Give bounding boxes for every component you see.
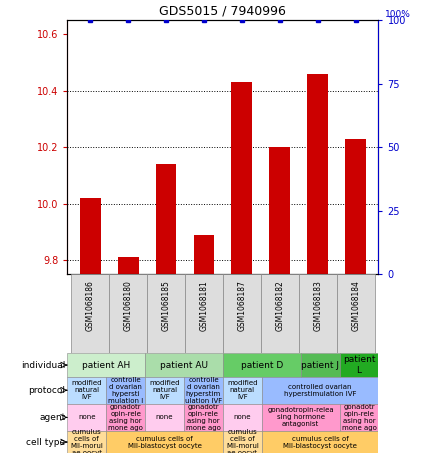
Bar [71,274,109,353]
Text: none: none [233,414,250,420]
Text: patient AH: patient AH [82,361,130,370]
Text: patient J: patient J [300,361,339,370]
Bar [109,274,147,353]
Bar [145,377,184,404]
Bar [184,404,223,431]
Bar [260,274,298,353]
Text: controlle
d ovarian
hyperstim
ulation IVF: controlle d ovarian hyperstim ulation IV… [184,377,222,404]
Bar [300,353,339,377]
Text: modified
natural
IVF: modified natural IVF [227,380,257,400]
Text: cumulus cells of
MII-blastocyst oocyte: cumulus cells of MII-blastocyst oocyte [128,435,201,448]
Text: individual: individual [21,361,66,370]
Text: GSM1068181: GSM1068181 [199,280,208,331]
Bar [147,274,184,353]
Bar [118,257,138,274]
Text: cumulus cells of
MII-blastocyst oocyte: cumulus cells of MII-blastocyst oocyte [283,435,356,448]
Bar [155,164,176,274]
Text: protocol: protocol [28,386,66,395]
Text: GSM1068180: GSM1068180 [123,280,132,331]
Bar [67,404,106,431]
Bar [261,431,378,453]
Text: patient
L: patient L [342,355,375,375]
Text: agent: agent [39,413,66,422]
Bar [339,353,378,377]
Text: GSM1068187: GSM1068187 [237,280,246,331]
Bar [269,147,289,274]
Bar [222,353,300,377]
Text: gonadotr
opin-rele
asing hor
mone ago: gonadotr opin-rele asing hor mone ago [341,404,375,431]
Bar [336,274,374,353]
Bar [298,274,336,353]
Bar [184,377,223,404]
Text: gonadotropin-relea
sing hormone
antagonist: gonadotropin-relea sing hormone antagoni… [267,407,333,427]
Text: none: none [78,414,95,420]
Bar [67,431,106,453]
Bar [222,431,261,453]
Text: 100%: 100% [384,10,410,19]
Text: gonadotr
opin-rele
asing hor
mone ago: gonadotr opin-rele asing hor mone ago [186,404,220,431]
Text: controlle
d ovarian
hypersti
mulation I: controlle d ovarian hypersti mulation I [108,377,143,404]
Bar [67,353,145,377]
Text: gonadotr
opin-rele
asing hor
mone ago: gonadotr opin-rele asing hor mone ago [108,404,143,431]
Bar [261,404,339,431]
Text: modified
natural
IVF: modified natural IVF [72,380,102,400]
Bar [67,377,106,404]
Bar [193,235,214,274]
Title: GDS5015 / 7940996: GDS5015 / 7940996 [159,5,286,18]
Bar [231,82,252,274]
Bar [106,404,145,431]
Bar [345,139,365,274]
Bar [222,377,261,404]
Bar [79,198,100,274]
Bar [145,404,184,431]
Text: modified
natural
IVF: modified natural IVF [149,380,179,400]
Text: controlled ovarian
hyperstimulation IVF: controlled ovarian hyperstimulation IVF [283,384,355,397]
Text: patient AU: patient AU [160,361,207,370]
Text: none: none [155,414,173,420]
Bar [222,274,260,353]
Bar [145,353,222,377]
Text: GSM1068186: GSM1068186 [85,280,95,331]
Text: GSM1068185: GSM1068185 [161,280,170,331]
Text: cumulus
cells of
MII-morul
ae oocyt: cumulus cells of MII-morul ae oocyt [70,429,103,453]
Text: GSM1068183: GSM1068183 [312,280,322,331]
Bar [339,404,378,431]
Text: cell type: cell type [26,438,66,447]
Text: cumulus
cells of
MII-morul
ae oocyt: cumulus cells of MII-morul ae oocyt [225,429,258,453]
Bar [184,274,223,353]
Bar [261,377,378,404]
Bar [222,404,261,431]
Text: GSM1068184: GSM1068184 [350,280,359,331]
Bar [106,431,223,453]
Bar [106,377,145,404]
Text: GSM1068182: GSM1068182 [275,280,284,331]
Text: patient D: patient D [240,361,282,370]
Bar [307,74,327,274]
